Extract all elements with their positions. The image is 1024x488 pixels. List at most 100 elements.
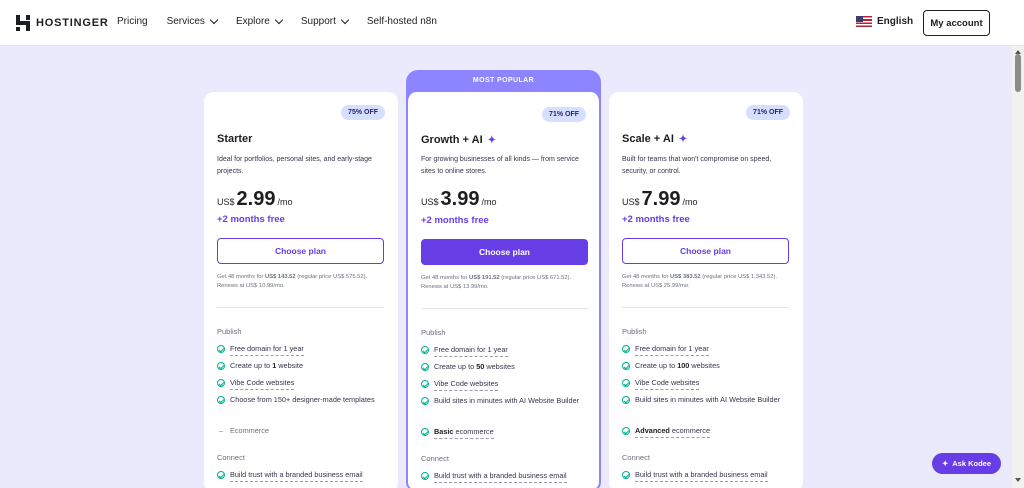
feature-text: Create up to 100 websites — [635, 361, 720, 370]
feature-text[interactable]: Free domain for 1 year — [434, 344, 508, 357]
scroll-up-arrow-icon[interactable] — [1015, 50, 1021, 54]
divider — [217, 307, 384, 308]
discount-badge: 71% OFF — [746, 105, 790, 120]
sparkle-icon: ✦ — [487, 134, 497, 146]
section-label-connect: Connect — [217, 453, 245, 462]
plan-description: For growing businesses of all kinds — fr… — [421, 156, 579, 175]
fineprint-text: Get 48 months for — [622, 274, 671, 280]
feature-item: Build trust with a branded business emai… — [217, 469, 387, 482]
nav-item-self-hosted-n8n[interactable]: Self-hosted n8n — [367, 16, 437, 27]
plan-card-scale-ai: 71% OFF Scale + AI ✦ Built for teams tha… — [609, 92, 803, 488]
scrollbar-thumb[interactable] — [1015, 54, 1021, 92]
us-flag-icon — [856, 16, 872, 27]
section-label-publish: Publish — [217, 327, 242, 336]
feature-text[interactable]: Advanced ecommerce — [635, 425, 711, 438]
fineprint-text: (regular price US$ 1,343.52). Renews at … — [622, 274, 778, 289]
fineprint-text: Get 48 months for — [217, 274, 266, 280]
check-icon — [622, 471, 630, 479]
price: US$ 2.99 /mo — [217, 188, 292, 211]
scroll-down-arrow-icon[interactable] — [1015, 478, 1021, 482]
nav-item-services[interactable]: Services — [166, 15, 219, 27]
feature-text: Choose from 150+ designer-made templates — [230, 395, 375, 404]
plan-name-label: Growth + AI — [421, 134, 483, 146]
feature-item: Create up to 50 websites — [421, 361, 591, 373]
plan-name-label: Starter — [217, 133, 253, 145]
brand-logo[interactable]: HOSTINGER — [16, 15, 109, 31]
plan-description: Ideal for portfolios, personal sites, an… — [217, 156, 372, 175]
check-icon — [421, 363, 429, 371]
feature-text[interactable]: Vibe Code websites — [230, 377, 295, 390]
feature-item: Free domain for 1 year — [622, 343, 792, 356]
billing-fineprint: Get 48 months for US$ 383.52 (regular pr… — [622, 273, 790, 291]
check-icon — [217, 471, 225, 479]
billing-fineprint: Get 48 months for US$ 143.52 (regular pr… — [217, 273, 385, 291]
check-icon — [421, 380, 429, 388]
nav-item-label: Explore — [235, 16, 270, 27]
feature-item: Build sites in minutes with AI Website B… — [421, 395, 591, 407]
section-label-publish: Publish — [622, 327, 647, 336]
feature-text[interactable]: Free domain for 1 year — [635, 343, 709, 356]
choose-plan-button[interactable]: Choose plan — [217, 238, 384, 264]
nav-item-label: Services — [166, 16, 205, 27]
feature-item: Vibe Code websites — [622, 377, 792, 390]
fineprint-text: Get 48 months for — [421, 275, 470, 281]
feature-text[interactable]: Vibe Code websites — [434, 378, 499, 391]
price-amount: 2.99 — [236, 188, 276, 210]
feature-text[interactable]: Vibe Code websites — [635, 377, 700, 390]
billing-fineprint: Get 48 months for US$ 191.52 (regular pr… — [421, 274, 589, 292]
fineprint-text: (regular price US$ 671.52). Renews at US… — [421, 275, 572, 290]
divider — [421, 308, 588, 309]
check-icon — [217, 345, 225, 353]
feature-item: Choose from 150+ designer-made templates — [217, 394, 387, 406]
choose-plan-button[interactable]: Choose plan — [421, 239, 588, 265]
feature-item: Basic ecommerce — [421, 426, 591, 439]
check-icon — [421, 346, 429, 354]
language-selector[interactable]: English — [856, 16, 913, 27]
nav-item-explore[interactable]: Explore — [235, 15, 284, 27]
plan-card-starter: 75% OFF Starter Ideal for portfolios, pe… — [204, 92, 398, 488]
nav-item-label: Pricing — [117, 16, 148, 27]
section-label-connect: Connect — [421, 454, 449, 463]
feature-text: Create up to 1 website — [230, 361, 304, 370]
plan-card-growth-ai: 71% OFF Growth + AI ✦ For growing busine… — [406, 92, 601, 488]
bonus-months: +2 months free — [421, 215, 489, 226]
section-label-publish: Publish — [421, 328, 446, 337]
plan-name-label: Scale + AI — [622, 133, 674, 145]
feature-text[interactable]: Basic ecommerce — [434, 426, 494, 439]
bonus-months: +2 months free — [217, 214, 285, 225]
check-icon — [622, 345, 630, 353]
price-amount: 3.99 — [440, 188, 480, 210]
hostinger-logo-icon — [16, 15, 30, 31]
feature-text: Build sites in minutes with AI Website B… — [434, 396, 580, 405]
feature-text: Ecommerce — [230, 426, 269, 435]
check-icon — [217, 396, 225, 404]
check-icon — [622, 396, 630, 404]
choose-plan-button[interactable]: Choose plan — [622, 238, 789, 264]
ask-kodee-button[interactable]: ✦ Ask Kodee — [932, 453, 1001, 474]
feature-text[interactable]: Free domain for 1 year — [230, 343, 304, 356]
fineprint-text: (regular price US$ 575.52). Renews at US… — [217, 274, 368, 289]
feature-item: Build trust with a branded business emai… — [622, 469, 792, 482]
feature-text[interactable]: Build trust with a branded business emai… — [230, 469, 363, 482]
plan-name: Growth + AI ✦ — [421, 134, 496, 146]
feature-item: Free domain for 1 year — [421, 344, 591, 357]
feature-item: Build trust with a branded business emai… — [421, 470, 591, 483]
price-period: /mo — [481, 197, 497, 207]
feature-item: Vibe Code websites — [421, 378, 591, 391]
fineprint-total: US$ 383.52 — [670, 274, 701, 280]
my-account-button[interactable]: My account — [923, 10, 990, 36]
language-label: English — [877, 16, 914, 27]
nav-item-pricing[interactable]: Pricing — [117, 16, 148, 27]
check-icon — [622, 427, 630, 435]
plan-name: Starter — [217, 133, 252, 145]
dash-icon: – — [218, 426, 224, 435]
check-icon — [421, 397, 429, 405]
divider — [622, 307, 789, 308]
ask-kodee-label: Ask Kodee — [952, 459, 992, 468]
feature-text[interactable]: Build trust with a branded business emai… — [434, 470, 567, 483]
page-scrollbar[interactable] — [1012, 46, 1024, 488]
feature-text[interactable]: Build trust with a branded business emai… — [635, 469, 768, 482]
chevron-down-icon — [274, 15, 284, 25]
check-icon — [622, 379, 630, 387]
nav-item-support[interactable]: Support — [301, 15, 350, 27]
